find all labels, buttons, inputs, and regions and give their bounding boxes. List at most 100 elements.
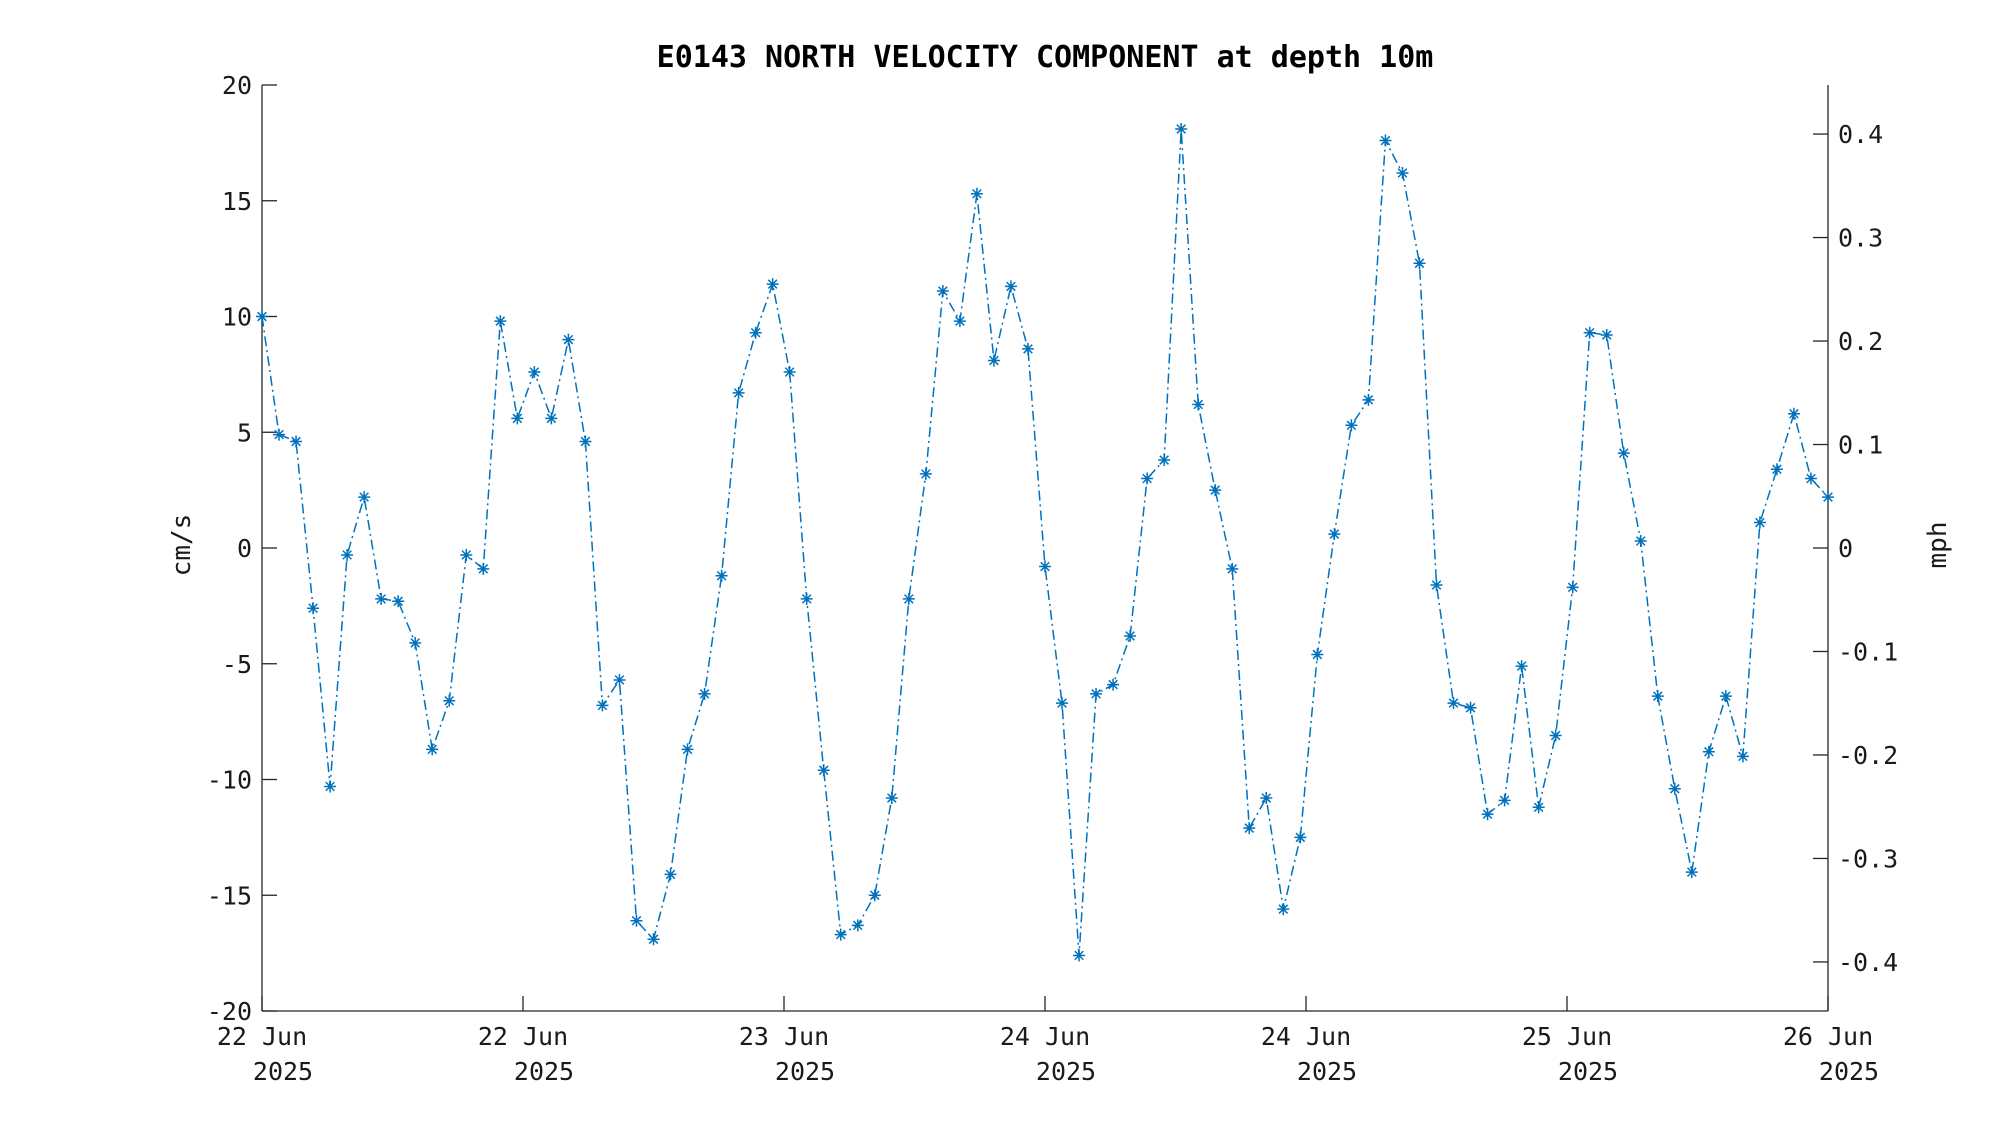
data-point [324,780,337,793]
data-point [1311,648,1324,661]
data-point [800,592,813,605]
data-point [1736,750,1749,763]
data-point [1124,629,1137,642]
data-point [919,467,932,480]
data-point [698,687,711,700]
data-point [732,386,745,399]
x-tick-label-year: 2025 [775,1057,835,1086]
right-y-ticks: -0.4 -0.3 -0.2 -0.1 0 0.1 0.2 0.3 0.4 [1813,120,1898,977]
data-point [1583,326,1596,339]
data-point [1056,697,1069,710]
data-point [1430,579,1443,592]
data-point [1770,463,1783,476]
x-ticks: 22 Jun 2025 22 Jun 2025 23 Jun 2025 24 Jun 2025… [217,996,1879,1086]
left-y-tick-label: -10 [207,766,252,795]
data-point [1192,398,1205,411]
left-y-tick-label: 0 [237,534,252,563]
data-point [596,699,609,712]
data-point [749,326,762,339]
data-point [1447,697,1460,710]
data-point [1004,280,1017,293]
right-y-tick-label: -0.1 [1838,637,1898,666]
series-markers [256,122,1834,962]
data-point [970,187,983,200]
data-point [290,435,303,448]
data-point [1260,792,1273,805]
left-y-tick-label: 5 [237,418,252,447]
data-point [715,569,728,582]
left-y-tick-label: 20 [222,71,252,100]
data-point [1277,903,1290,916]
data-point [1668,782,1681,795]
y-axis-label-left: cm/s [167,514,197,577]
data-point [647,933,660,946]
data-point [1396,166,1409,179]
data-point [1107,678,1120,691]
data-point [545,412,558,425]
data-point [766,278,779,291]
data-point [1787,407,1800,420]
data-point [375,592,388,605]
data-point [1379,134,1392,147]
data-point [358,491,371,504]
data-point [868,889,881,902]
data-point [1685,866,1698,879]
x-tick-label-year: 2025 [514,1057,574,1086]
data-point [1021,342,1034,355]
data-point [1158,454,1171,467]
data-point [1515,660,1528,673]
data-point [528,366,541,379]
data-point [1549,729,1562,742]
data-point [409,636,422,649]
data-point [1039,560,1051,573]
data-point [1753,516,1766,529]
data-point [579,435,592,448]
data-point [953,315,966,328]
right-y-tick-label: -0.3 [1838,844,1898,873]
data-point [1345,419,1358,432]
data-point [834,928,847,941]
x-tick-label-day: 24 Jun [1000,1022,1090,1051]
data-point [1226,562,1239,575]
data-point [783,366,796,379]
data-point [1600,329,1613,342]
data-point [1804,472,1817,485]
y-axis-label-right: mph [1923,522,1953,569]
data-point [494,315,507,328]
right-y-tick-label: 0 [1838,534,1853,563]
data-point [987,354,1000,367]
right-y-tick-label: 0.2 [1838,327,1883,356]
data-point [1719,690,1732,703]
right-y-tick-label: 0.3 [1838,224,1883,253]
x-tick-label-year: 2025 [1297,1057,1357,1086]
data-point [392,595,405,608]
data-point [477,562,490,575]
left-y-tick-label: 15 [222,187,252,216]
data-point [613,673,626,686]
data-point [1617,447,1630,460]
data-point [885,792,898,805]
x-tick-label-year: 2025 [1036,1057,1096,1086]
left-y-tick-label: -5 [222,650,252,679]
left-y-tick-label: -15 [207,881,252,910]
data-point [681,743,694,756]
x-tick-label-day: 24 Jun [1261,1022,1351,1051]
x-tick-label-day: 26 Jun [1783,1022,1873,1051]
data-point [630,914,643,927]
left-y-tick-label: -20 [207,997,252,1026]
data-point [1481,808,1494,821]
data-point [460,548,473,561]
x-tick-label-day: 22 Jun [478,1022,568,1051]
data-point [1498,794,1511,807]
data-point [1634,535,1647,548]
data-point [443,694,456,707]
data-point [1702,745,1715,758]
x-tick-label-year: 2025 [1819,1057,1879,1086]
data-point [902,592,915,605]
data-point [1243,822,1256,835]
right-y-tick-label: -0.2 [1838,741,1898,770]
x-tick-label-day: 25 Jun [1522,1022,1612,1051]
data-point [817,764,830,777]
data-point [936,285,949,298]
data-point [426,743,439,756]
